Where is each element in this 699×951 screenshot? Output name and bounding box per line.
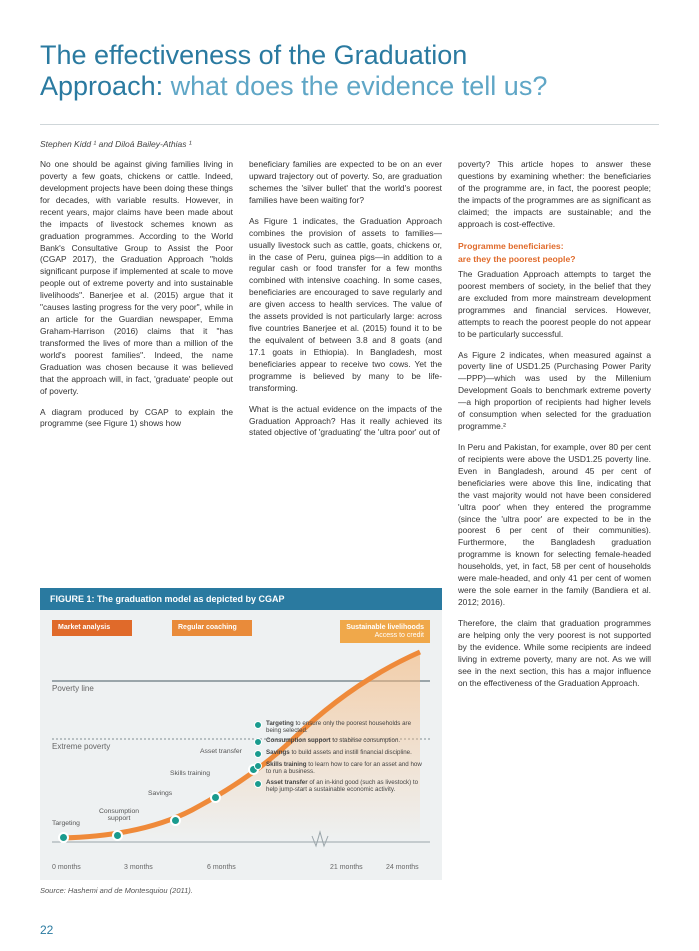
title-line2a: Approach: — [40, 71, 163, 101]
page-number: 22 — [40, 923, 53, 937]
legend-l5a: Asset transfer — [266, 779, 308, 786]
col3-p2: The Graduation Approach attempts to targ… — [458, 269, 651, 341]
lbl-consumption: Consumption support — [94, 808, 144, 822]
column-3: poverty? This article hopes to answer th… — [458, 159, 651, 698]
col3-p4: In Peru and Pakistan, for example, over … — [458, 442, 651, 609]
legend-dot-icon — [254, 738, 262, 746]
col2-p2: As Figure 1 indicates, the Graduation Ap… — [249, 216, 442, 395]
lbl-skills: Skills training — [170, 770, 210, 777]
legend-l2b: to stabilise consumption. — [331, 737, 400, 744]
lbl-savings: Savings — [148, 790, 172, 797]
xaxis-3: 3 months — [124, 864, 153, 871]
legend-row-skills: Skills training to learn how to care for… — [254, 761, 426, 775]
node-consumption — [112, 830, 123, 841]
xaxis-6: 6 months — [207, 864, 236, 871]
legend-l4a: Skills training — [266, 761, 307, 768]
lbl-targeting: Targeting — [52, 820, 80, 827]
legend-row-targeting: Targeting to ensure only the poorest hou… — [254, 720, 426, 734]
title-line2b: what does the evidence tell us? — [163, 71, 547, 101]
xaxis-0: 0 months — [52, 864, 81, 871]
title-rule — [40, 124, 659, 125]
node-targeting — [58, 832, 69, 843]
figure-title-bar: FIGURE 1: The graduation model as depict… — [40, 588, 442, 610]
legend-row-consumption: Consumption support to stabilise consump… — [254, 737, 426, 746]
legend-row-asset: Asset transfer of an in-kind good (such … — [254, 779, 426, 793]
figure-1: FIGURE 1: The graduation model as depict… — [40, 588, 442, 895]
graduation-chart: Market analysis Regular coaching Sustain… — [52, 620, 430, 870]
legend-dot-icon — [254, 721, 262, 729]
col3-p5: Therefore, the claim that graduation pro… — [458, 618, 651, 690]
node-skills — [210, 792, 221, 803]
legend-dot-icon — [254, 750, 262, 758]
node-savings — [170, 815, 181, 826]
col1-p2: A diagram produced by CGAP to explain th… — [40, 407, 233, 431]
xaxis-24: 24 months — [386, 864, 419, 871]
col3-p3: As Figure 2 indicates, when measured aga… — [458, 350, 651, 433]
chart-legend: Targeting to ensure only the poorest hou… — [254, 720, 426, 796]
col2-p1: beneficiary families are expected to be … — [249, 159, 442, 207]
legend-l2a: Consumption support — [266, 737, 331, 744]
lbl-asset: Asset transfer — [200, 748, 242, 755]
legend-dot-icon — [254, 762, 262, 770]
legend-row-savings: Savings to build assets and instill fina… — [254, 749, 426, 758]
figure-source: Source: Hashemi and de Montesquiou (2011… — [40, 886, 442, 895]
page-title: The effectiveness of the Graduation Appr… — [40, 40, 659, 102]
byline: Stephen Kidd ¹ and Diloá Bailey-Athias ¹ — [40, 139, 659, 149]
legend-l3b: to build assets and instill financial di… — [290, 749, 412, 756]
section-heading: Programme beneficiaries: — [458, 240, 651, 252]
xaxis-21: 21 months — [330, 864, 363, 871]
col1-p1: No one should be against giving families… — [40, 159, 233, 397]
legend-dot-icon — [254, 780, 262, 788]
section-subheading: are they the poorest people? — [458, 253, 651, 265]
title-line1: The effectiveness of the Graduation — [40, 40, 467, 70]
legend-l3a: Savings — [266, 749, 290, 756]
col3-p1: poverty? This article hopes to answer th… — [458, 159, 651, 231]
legend-l1a: Targeting — [266, 720, 294, 727]
col2-p3: What is the actual evidence on the impac… — [249, 404, 442, 440]
figure-body: Market analysis Regular coaching Sustain… — [40, 610, 442, 880]
